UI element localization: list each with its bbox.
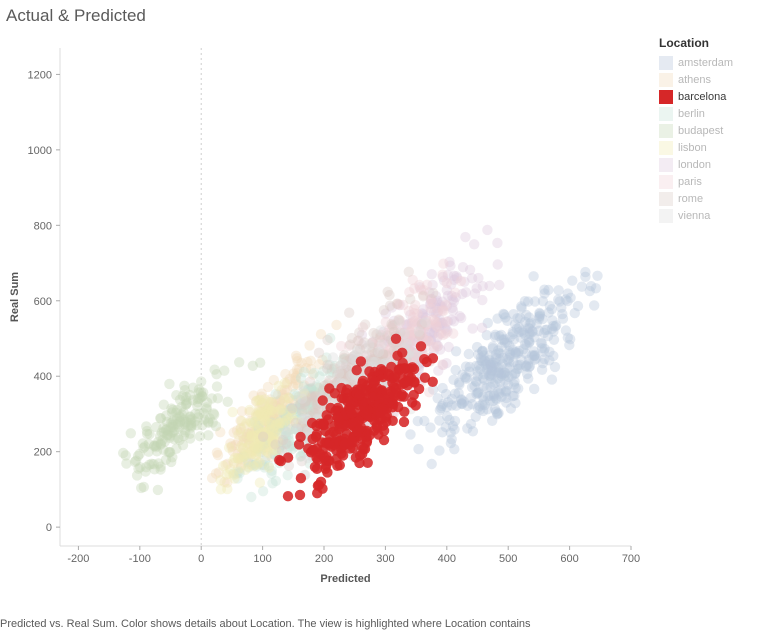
legend-label: budapest	[678, 125, 723, 137]
footer-caption: Predicted vs. Real Sum. Color shows deta…	[0, 618, 772, 630]
legend-item-london[interactable]: london	[659, 156, 754, 173]
legend-swatch	[659, 107, 673, 121]
legend-label: amsterdam	[678, 57, 733, 69]
x-tick-label: 500	[499, 553, 517, 565]
legend-item-athens[interactable]: athens	[659, 71, 754, 88]
chart-area: -200 -100 0 100 200 300 400 500 600 700 0 200 400 600…	[0, 40, 655, 605]
legend-swatch	[659, 175, 673, 189]
legend-swatch	[659, 56, 673, 70]
legend-swatch	[659, 192, 673, 206]
x-tick-label: 100	[253, 553, 271, 565]
x-tick-label: 0	[198, 553, 204, 565]
legend-swatch	[659, 90, 673, 104]
legend-swatch	[659, 73, 673, 87]
legend-label: barcelona	[678, 91, 726, 103]
y-tick-label: 1000	[28, 145, 52, 157]
legend-title: Location	[659, 36, 754, 50]
legend-label: vienna	[678, 210, 710, 222]
legend-swatch	[659, 158, 673, 172]
y-tick-label: 0	[46, 522, 52, 534]
x-tick-label: 300	[376, 553, 394, 565]
x-tick-label: 400	[438, 553, 456, 565]
x-tick-label: 200	[315, 553, 333, 565]
legend-label: lisbon	[678, 142, 707, 154]
legend-item-amsterdam[interactable]: amsterdam	[659, 54, 754, 71]
y-tick-label: 1200	[28, 69, 52, 81]
legend-item-paris[interactable]: paris	[659, 173, 754, 190]
legend-swatch	[659, 124, 673, 138]
chart-title: Actual & Predicted	[6, 6, 146, 26]
x-axis-label: Predicted	[320, 573, 370, 585]
legend-label: paris	[678, 176, 702, 188]
legend-label: london	[678, 159, 711, 171]
legend-item-rome[interactable]: rome	[659, 190, 754, 207]
y-tick-label: 200	[34, 447, 52, 459]
y-tick-label: 400	[34, 371, 52, 383]
legend-swatch	[659, 141, 673, 155]
y-tick-label: 800	[34, 220, 52, 232]
legend-label: berlin	[678, 108, 705, 120]
y-axis-label: Real Sum	[9, 272, 21, 322]
x-tick-label: 700	[622, 553, 640, 565]
legend-item-vienna[interactable]: vienna	[659, 207, 754, 224]
legend-item-lisbon[interactable]: lisbon	[659, 139, 754, 156]
y-tick-label: 600	[34, 296, 52, 308]
legend-item-barcelona[interactable]: barcelona	[659, 88, 754, 105]
legend-label: athens	[678, 74, 711, 86]
legend-item-berlin[interactable]: berlin	[659, 105, 754, 122]
legend: Location amsterdam athens barcelona berlin b…	[659, 36, 754, 224]
legend-label: rome	[678, 193, 703, 205]
legend-item-budapest[interactable]: budapest	[659, 122, 754, 139]
legend-swatch	[659, 209, 673, 223]
x-tick-label: -100	[129, 553, 151, 565]
x-tick-label: 600	[560, 553, 578, 565]
x-tick-label: -200	[67, 553, 89, 565]
